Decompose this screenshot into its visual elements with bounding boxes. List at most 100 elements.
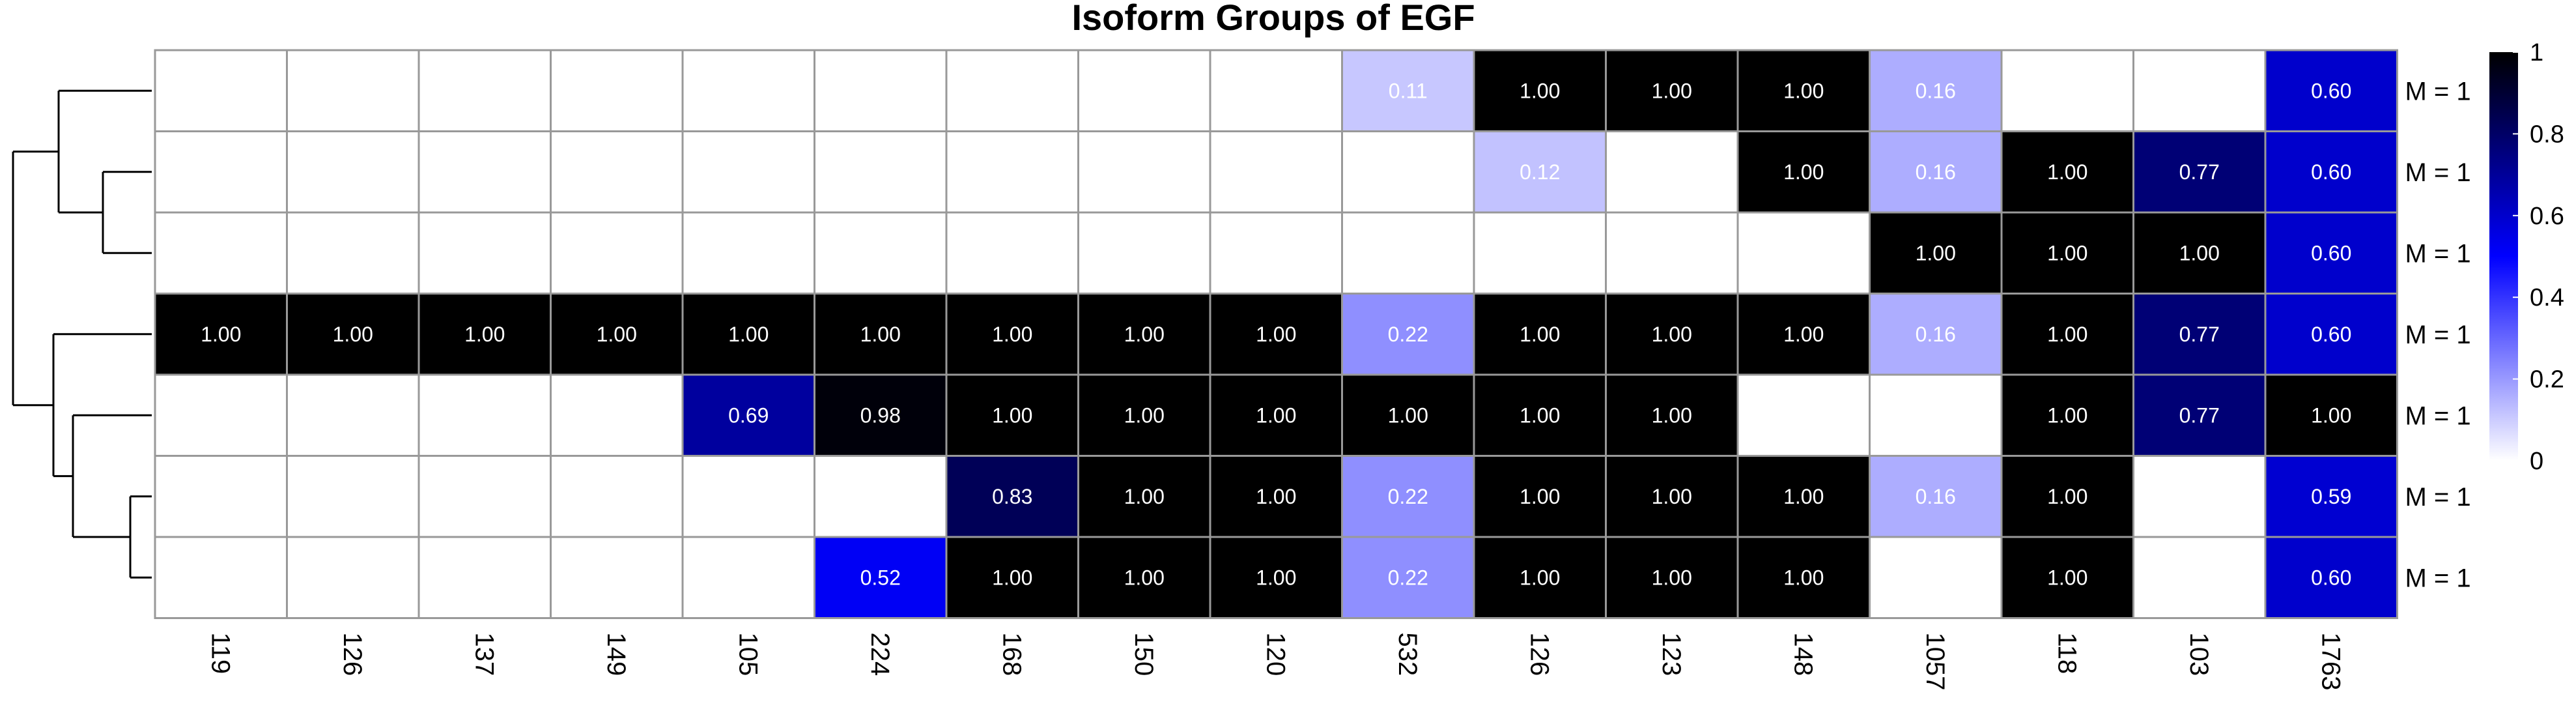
chart-title: Isoform Groups of EGF (1071, 0, 1475, 38)
heatmap-cell (418, 373, 552, 457)
heatmap-cell (1473, 293, 1607, 376)
cell-value-label: 1.00 (1783, 79, 1824, 102)
cell-value-label: 0.77 (2179, 403, 2220, 427)
cell-value-label: 0.16 (1916, 79, 1956, 102)
heatmap-cell (681, 455, 815, 538)
column-label: 1763 (2316, 633, 2345, 691)
heatmap-cell (2000, 130, 2134, 214)
cell-value-label: 1.00 (1256, 323, 1296, 346)
cell-value-label: 1.00 (1652, 566, 1692, 589)
column-labels: 119 126 137 149 105 224 168 150 120 532 126 123 148 1… (206, 633, 2345, 691)
heatmap-cell (550, 130, 684, 214)
heatmap-cell (2264, 211, 2398, 295)
heatmap-cell (1209, 130, 1343, 214)
cell-value-label: 1.00 (2179, 241, 2220, 265)
cell-value-label: 1.00 (2047, 241, 2088, 265)
cell-value-label: 0.83 (992, 485, 1032, 508)
row-label: M = 1 (2405, 483, 2471, 512)
heatmap-cell (550, 211, 684, 295)
heatmap-cell (2132, 455, 2267, 538)
legend-tick-label: 0.8 (2530, 121, 2564, 148)
heatmap-cell (550, 373, 684, 457)
cell-value-label: 1.00 (597, 323, 637, 346)
heatmap-cell (286, 373, 420, 457)
column-label: 137 (470, 633, 498, 676)
cell-value-label: 1.00 (992, 566, 1032, 589)
cell-value-label: 0.77 (2179, 160, 2220, 184)
heatmap-cell (1869, 536, 2003, 619)
cell-value-label: 1.00 (464, 323, 505, 346)
cell-value-label: 1.00 (1783, 323, 1824, 346)
cell-value-label: 0.22 (1388, 485, 1428, 508)
heatmap-cell (154, 211, 288, 295)
heatmap-cell (2000, 293, 2134, 376)
heatmap-cell (814, 130, 948, 214)
cell-value-label: 0.16 (1916, 323, 1956, 346)
row-labels: M = 1 M = 1 M = 1 M = 1 M = 1 M = 1 M = 1 (2405, 77, 2471, 592)
column-label: 149 (602, 633, 630, 676)
row-label: M = 1 (2405, 321, 2471, 349)
cell-value-label: 1.00 (1388, 403, 1428, 427)
heatmap-cell (154, 130, 288, 214)
heatmap-cell (418, 49, 552, 132)
heatmap-cell (418, 211, 552, 295)
heatmap-cell (1605, 130, 1739, 214)
cell-value-label: 0.60 (2311, 79, 2351, 102)
cell-value-label: 0.77 (2179, 323, 2220, 346)
heatmap-cell (2000, 49, 2134, 132)
cell-value-label: 1.00 (1652, 485, 1692, 508)
heatmap-cell (945, 49, 1079, 132)
cell-value-label: 0.60 (2311, 566, 2351, 589)
cell-value-label: 1.00 (1520, 403, 1560, 427)
heatmap-cell (814, 536, 948, 619)
cell-value-label: 1.00 (333, 323, 373, 346)
heatmap-cell (1341, 211, 1475, 295)
column-label: 120 (1261, 633, 1290, 676)
heatmap-cell (2132, 49, 2267, 132)
heatmap-cell (1341, 49, 1475, 132)
row-label: M = 1 (2405, 564, 2471, 592)
cell-value-label: 1.00 (2047, 160, 2088, 184)
heatmap-cell (418, 536, 552, 619)
heatmap-cell (154, 49, 288, 132)
legend-tick-label: 1 (2530, 39, 2543, 66)
cell-value-label: 1.00 (1652, 323, 1692, 346)
cell-value-label: 0.16 (1916, 160, 1956, 184)
cell-value-label: 1.00 (992, 403, 1032, 427)
heatmap-cell (2264, 373, 2398, 457)
column-label: 148 (1789, 633, 1817, 676)
heatmap-cell (1869, 373, 2003, 457)
heatmap-cell (2264, 49, 2398, 132)
heatmap-cell (154, 455, 288, 538)
row-label: M = 1 (2405, 401, 2471, 430)
heatmap-cell (1869, 49, 2003, 132)
heatmap-cell (814, 293, 948, 376)
cell-value-label: 0.11 (1389, 79, 1428, 102)
heatmap-cell (1736, 536, 1871, 619)
heatmap-cell (945, 455, 1079, 538)
cell-value-label: 1.00 (992, 323, 1032, 346)
heatmap-cell (1077, 211, 1211, 295)
heatmap-cell (1736, 293, 1871, 376)
heatmap-cell (1077, 536, 1211, 619)
cell-value-label: 1.00 (1124, 566, 1165, 589)
column-label: 126 (1525, 633, 1553, 676)
heatmap-cell (945, 211, 1079, 295)
cell-value-label: 1.00 (1520, 485, 1560, 508)
heatmap-cell (1209, 293, 1343, 376)
heatmap-cell (1605, 293, 1739, 376)
heatmap-cell (1736, 49, 1871, 132)
heatmap-cell (1605, 211, 1739, 295)
cell-value-label: 1.00 (1256, 566, 1296, 589)
column-label: 532 (1393, 633, 1422, 676)
heatmap-cell (1473, 211, 1607, 295)
cell-value-label: 0.60 (2311, 160, 2351, 184)
heatmap-cell (286, 536, 420, 619)
legend-tick-label: 0.6 (2530, 203, 2564, 230)
heatmap-cell (286, 455, 420, 538)
cell-value-label: 1.00 (1256, 485, 1296, 508)
heatmap-cell (1209, 49, 1343, 132)
cell-value-label: 1.00 (1124, 485, 1165, 508)
cell-value-label: 1.00 (2311, 403, 2351, 427)
